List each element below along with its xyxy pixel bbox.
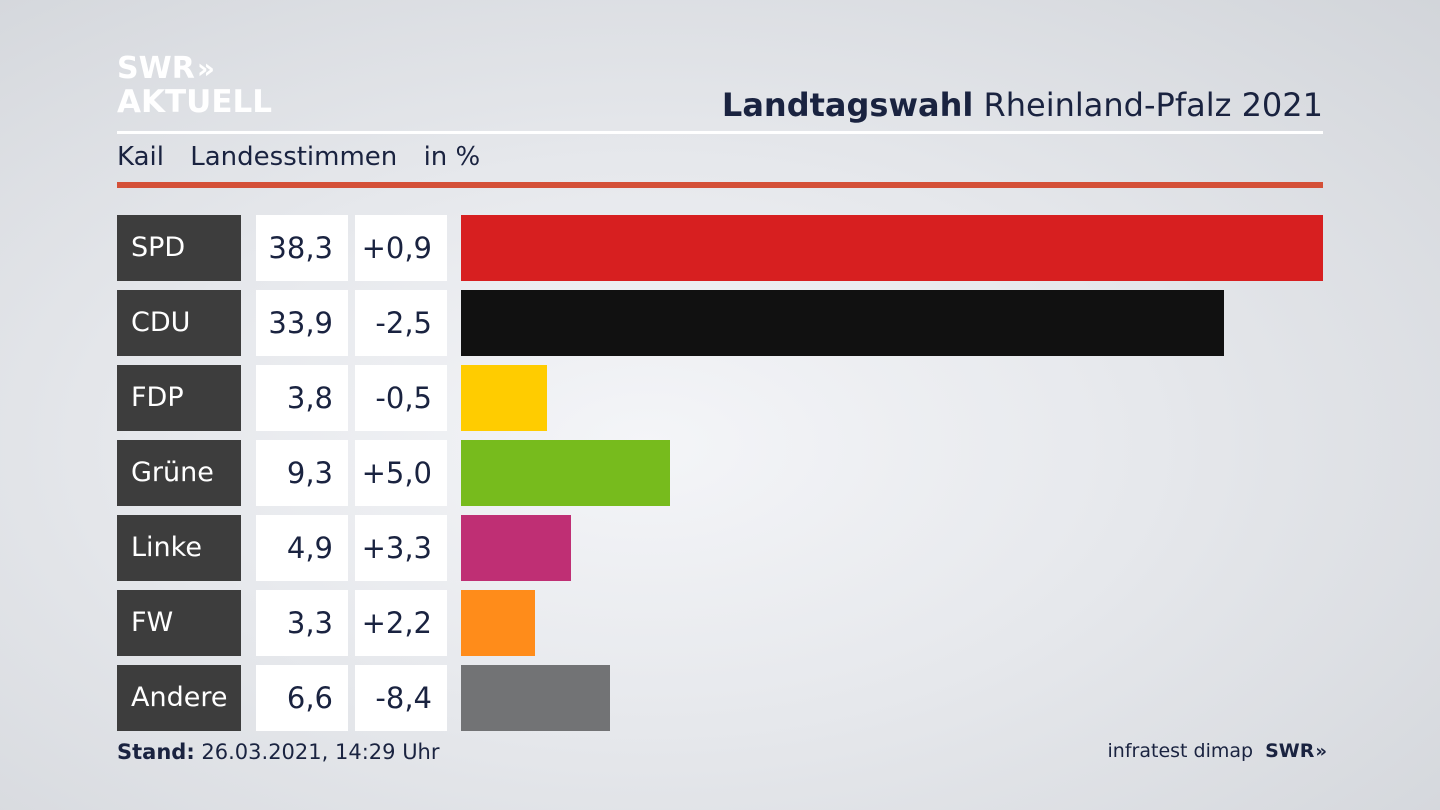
vote-share-value: 6,6 xyxy=(256,665,348,731)
party-row: SPD 38,3 +0,9 xyxy=(117,215,1323,281)
vote-share-bar xyxy=(461,440,670,506)
chart-subtitle: Kail Landesstimmen in % xyxy=(117,142,498,172)
vote-share-bar xyxy=(461,365,547,431)
vote-share-bar xyxy=(461,590,535,656)
page-title: Landtagswahl Rheinland-Pfalz 2021 xyxy=(722,86,1323,124)
title-divider xyxy=(117,131,1323,134)
logo-chevrons-icon: » xyxy=(196,52,215,85)
timestamp: Stand: 26.03.2021, 14:29 Uhr xyxy=(117,740,440,764)
source-chevrons-icon: » xyxy=(1315,741,1326,762)
party-row: CDU 33,9 -2,5 xyxy=(117,290,1323,356)
subtitle-place: Kail xyxy=(117,142,164,172)
swr-aktuell-logo: SWR » AKTUELL xyxy=(117,54,272,118)
party-label: Grüne xyxy=(117,440,241,506)
logo-aktuell-text: AKTUELL xyxy=(117,84,273,120)
title-rest: Rheinland-Pfalz 2021 xyxy=(983,86,1323,124)
subtitle-unit: in % xyxy=(423,142,481,172)
vote-share-value: 4,9 xyxy=(256,515,348,581)
vote-share-value: 9,3 xyxy=(256,440,348,506)
stand-value: 26.03.2021, 14:29 Uhr xyxy=(201,740,440,764)
vote-share-value: 38,3 xyxy=(256,215,348,281)
vote-share-value: 3,8 xyxy=(256,365,348,431)
source-brand: SWR xyxy=(1265,740,1315,762)
source-name: infratest dimap xyxy=(1107,740,1254,762)
vote-share-change: +0,9 xyxy=(355,215,447,281)
vote-share-value: 33,9 xyxy=(256,290,348,356)
vote-share-change: +2,2 xyxy=(355,590,447,656)
vote-share-change: +3,3 xyxy=(355,515,447,581)
party-row: FW 3,3 +2,2 xyxy=(117,590,1323,656)
party-label: FDP xyxy=(117,365,241,431)
vote-share-value: 3,3 xyxy=(256,590,348,656)
logo-swr-text: SWR xyxy=(117,51,195,86)
subtitle-measure: Landesstimmen xyxy=(190,142,398,172)
vote-share-change: +5,0 xyxy=(355,440,447,506)
stand-label: Stand: xyxy=(117,740,195,764)
vote-share-bar xyxy=(461,665,610,731)
vote-share-bar xyxy=(461,290,1224,356)
source-credit: infratest dimap SWR » xyxy=(1107,740,1327,762)
title-bold: Landtagswahl xyxy=(721,86,974,124)
party-row: FDP 3,8 -0,5 xyxy=(117,365,1323,431)
party-label: SPD xyxy=(117,215,241,281)
vote-share-change: -2,5 xyxy=(355,290,447,356)
vote-share-bar xyxy=(461,515,571,581)
party-row: Andere 6,6 -8,4 xyxy=(117,665,1323,731)
party-row: Linke 4,9 +3,3 xyxy=(117,515,1323,581)
party-label: CDU xyxy=(117,290,241,356)
party-row: Grüne 9,3 +5,0 xyxy=(117,440,1323,506)
accent-divider xyxy=(117,182,1323,188)
party-label: FW xyxy=(117,590,241,656)
vote-share-change: -0,5 xyxy=(355,365,447,431)
vote-share-change: -8,4 xyxy=(355,665,447,731)
party-label: Linke xyxy=(117,515,241,581)
party-label: Andere xyxy=(117,665,241,731)
vote-share-bar xyxy=(461,215,1323,281)
